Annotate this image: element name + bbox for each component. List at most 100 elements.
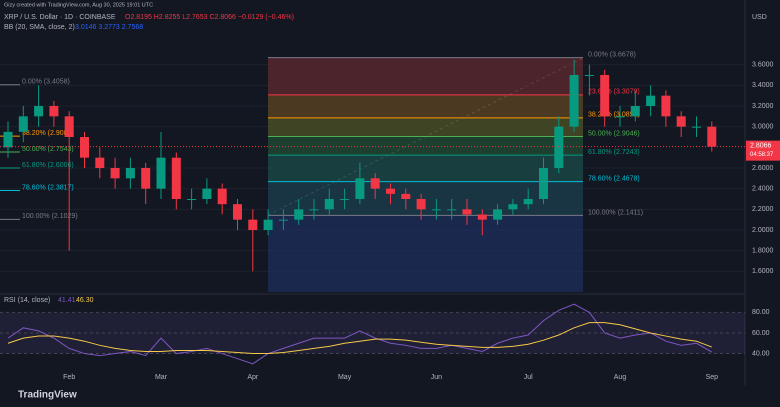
x-tick-label: Sep bbox=[706, 374, 719, 381]
candle-body bbox=[600, 75, 610, 117]
candle-body bbox=[508, 204, 518, 210]
candle-body bbox=[248, 219, 258, 230]
candle-body bbox=[110, 168, 120, 179]
fib-label: 0.00% (3.6678) bbox=[588, 52, 636, 59]
candle-body bbox=[493, 209, 503, 220]
ohlc: O2.8195 H2.8255 L2.7653 C2.8066 −0.0129 … bbox=[125, 14, 294, 21]
candle-body bbox=[309, 209, 319, 211]
candle-body bbox=[431, 209, 441, 211]
candle-body bbox=[34, 106, 44, 117]
rsi-legend-value: 41.41 bbox=[58, 297, 76, 304]
rsi-line bbox=[7, 322, 712, 355]
fib-label: 78.60% (2.3817) bbox=[22, 184, 74, 191]
last-price-box bbox=[746, 140, 780, 161]
fib-zone bbox=[268, 94, 583, 118]
candle-body bbox=[233, 204, 242, 220]
candle-body bbox=[187, 199, 197, 200]
candle-body bbox=[18, 116, 28, 132]
fib-label: 100.00% (2.1029) bbox=[22, 213, 78, 220]
y-tick-label: 3.6000 bbox=[752, 62, 774, 69]
candle-body bbox=[707, 126, 717, 147]
x-tick-label: Jul bbox=[524, 374, 533, 381]
fib-zone bbox=[268, 181, 583, 216]
footer-bar bbox=[0, 385, 780, 407]
candle-body bbox=[49, 106, 59, 117]
candle-body bbox=[539, 168, 548, 199]
rsi-tick-label: 40.00 bbox=[752, 350, 770, 357]
candle-body bbox=[401, 193, 411, 199]
rsi-title: RSI (14, close) bbox=[4, 297, 50, 304]
fib-zone bbox=[268, 155, 583, 182]
candle-body bbox=[263, 219, 273, 230]
candle-body bbox=[3, 131, 13, 148]
candle-body bbox=[125, 168, 135, 179]
candle-body bbox=[171, 157, 181, 199]
candle-body bbox=[569, 75, 579, 127]
currency: USD bbox=[752, 14, 767, 21]
candle-body bbox=[630, 106, 640, 117]
x-tick-label: May bbox=[338, 374, 352, 381]
x-tick-label: Apr bbox=[247, 374, 259, 381]
candle-body bbox=[615, 116, 625, 118]
candle-body bbox=[156, 157, 166, 189]
y-tick-label: 3.4000 bbox=[752, 82, 774, 89]
fib-label: 100.00% (2.1411) bbox=[588, 209, 643, 216]
rsi-line bbox=[7, 303, 713, 365]
candle-body bbox=[217, 188, 227, 205]
candle-body bbox=[692, 126, 701, 128]
symbol: XRP / U.S. Dollar · 1D · COINBASE bbox=[4, 14, 116, 21]
fib-label: 50.00% (2.7543) bbox=[22, 146, 74, 153]
x-tick-label: Mar bbox=[155, 374, 168, 381]
y-tick-label: 3.2000 bbox=[752, 103, 774, 110]
fib-label: 0.00% (3.4058) bbox=[22, 79, 70, 86]
candle-body bbox=[202, 188, 212, 199]
y-tick-label: 1.6000 bbox=[752, 268, 774, 275]
candle-body bbox=[661, 95, 671, 117]
y-tick-label: 3.0000 bbox=[752, 124, 774, 131]
x-tick-label: Jun bbox=[431, 374, 442, 381]
y-tick-label: 1.8000 bbox=[752, 248, 774, 255]
candle-body bbox=[646, 95, 656, 106]
fib-zone bbox=[268, 136, 583, 156]
candle-body bbox=[447, 209, 457, 211]
candle-body bbox=[554, 126, 564, 168]
candle-body bbox=[278, 219, 288, 221]
y-tick-label: 2.4000 bbox=[752, 186, 774, 193]
bb-values: 3.0146 3.2773 2.7568 bbox=[75, 24, 143, 31]
y-tick-label: 2.0000 bbox=[752, 227, 774, 234]
x-tick-label: Aug bbox=[614, 374, 627, 381]
rsi-tick-label: 80.00 bbox=[752, 309, 770, 316]
candle-body bbox=[324, 199, 334, 210]
candle-body bbox=[64, 116, 74, 137]
candle-body bbox=[370, 178, 380, 189]
candle-body bbox=[462, 209, 472, 215]
y-tick-label: 2.6000 bbox=[752, 165, 774, 172]
fib-label: 38.20% (2.9081) bbox=[22, 130, 74, 137]
candle-body bbox=[141, 168, 151, 189]
countdown: 04:58:37 bbox=[750, 152, 774, 158]
fib-label: 38.20% (3.0852) bbox=[588, 112, 640, 119]
candle-body bbox=[340, 199, 350, 200]
candle-body bbox=[416, 199, 426, 210]
x-tick-label: Feb bbox=[63, 374, 75, 381]
candle-body bbox=[523, 199, 533, 205]
candle-body bbox=[386, 188, 395, 194]
fib-label: 61.80% (2.6006) bbox=[22, 162, 74, 169]
candle-body bbox=[584, 75, 594, 76]
candle-body bbox=[477, 214, 487, 220]
credit: Gizy created with TradingView.com, Aug 3… bbox=[4, 2, 153, 8]
fib-label: 50.00% (2.9046) bbox=[588, 130, 640, 137]
candle-body bbox=[294, 209, 304, 220]
candle-body bbox=[676, 116, 686, 127]
candle-body bbox=[80, 137, 89, 158]
fib-zone bbox=[268, 215, 583, 292]
fib-label: 61.80% (2.7243) bbox=[588, 149, 640, 156]
candle-body bbox=[355, 178, 365, 199]
bb-legend: BB (20, SMA, close, 2) bbox=[4, 24, 75, 31]
logo: TradingView bbox=[18, 390, 77, 401]
rsi-legend-value: 46.30 bbox=[76, 297, 94, 304]
fib-label: 23.60% (3.3079) bbox=[588, 89, 640, 96]
fib-label: 78.60% (2.4678) bbox=[588, 176, 640, 183]
last-price-label: 2.8066 bbox=[750, 142, 772, 149]
